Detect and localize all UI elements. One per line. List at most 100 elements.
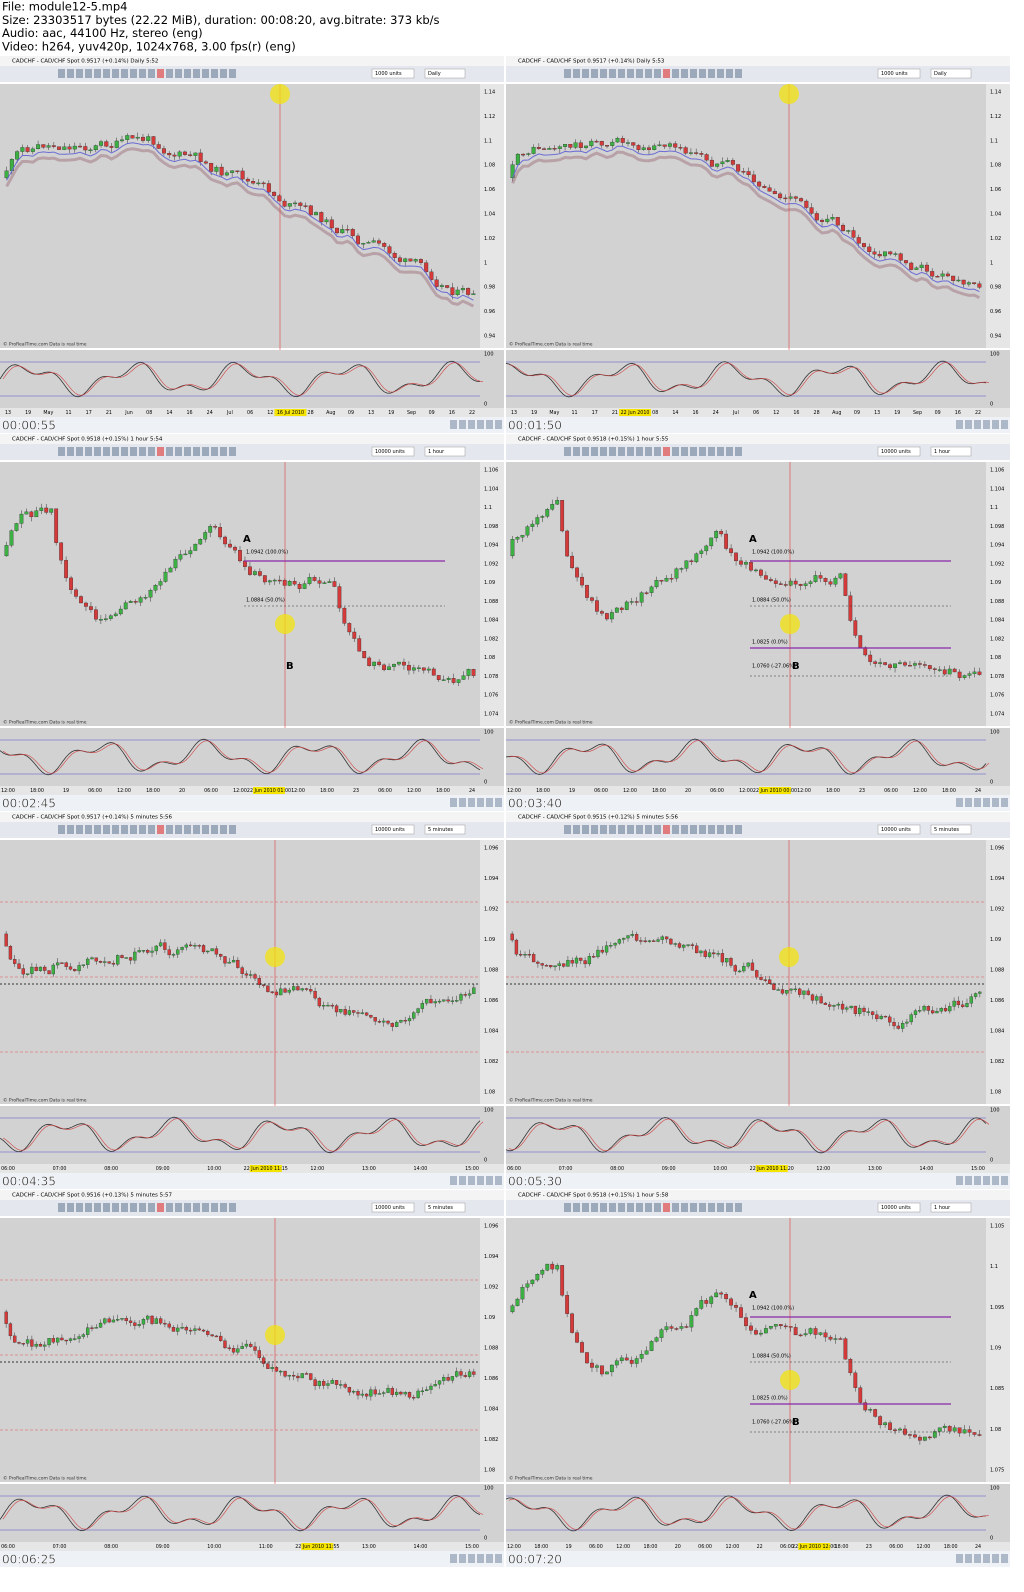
price-label: 1.1 (484, 138, 492, 144)
candle-body (872, 251, 877, 255)
candle-body (90, 1327, 94, 1329)
candle-body (98, 1322, 103, 1328)
footer-note: © ProRealTime.com Data is real time (509, 341, 593, 348)
candle-body (156, 144, 161, 149)
stoch-label: 0 (990, 780, 993, 786)
candle-body (793, 988, 797, 991)
candle-body (819, 996, 823, 1004)
zoom-icon (450, 1554, 457, 1563)
time-label: 19 (894, 410, 900, 416)
tool-icon (681, 1203, 688, 1212)
candle-body (709, 537, 714, 547)
candle-body (201, 945, 206, 953)
candle-body (340, 229, 345, 234)
candle-body (969, 996, 973, 1004)
price-label: 1.088 (990, 599, 1004, 605)
candle-body (347, 1387, 352, 1393)
period-box (424, 1202, 466, 1213)
tool-icon (654, 825, 661, 834)
candle-body (425, 1389, 429, 1392)
candle-body (214, 948, 219, 955)
stoch-k (0, 360, 481, 398)
candle-body (367, 657, 372, 666)
time-label: 20 (685, 788, 691, 794)
time-label: 14:00 (920, 1166, 934, 1172)
candle-body (825, 218, 830, 222)
candle-body (416, 1008, 420, 1013)
candle-body (307, 577, 312, 584)
time-label: 12:00 (1, 788, 15, 794)
price-label: 1.06 (990, 187, 1001, 193)
candle-body (47, 1338, 51, 1346)
time-axis (0, 408, 504, 417)
candle-body (767, 187, 772, 192)
price-label: 1.08 (990, 1090, 1001, 1096)
price-label: 1.08 (484, 163, 495, 169)
candle-body (746, 962, 750, 967)
candle-body (4, 1311, 8, 1324)
candle-body (585, 584, 589, 598)
candle-body (326, 1383, 330, 1386)
tool-icon (672, 825, 679, 834)
time-label: 12:00 (507, 1544, 521, 1550)
candle-body (213, 526, 218, 528)
candle-body (759, 1332, 763, 1335)
candle-body (189, 1329, 193, 1332)
time-label: 22 Jun 2010 12:00 (792, 1544, 836, 1550)
time-label: 09 (854, 410, 860, 416)
candle-body (24, 511, 29, 515)
window-title: CADCHF - CAD/CHF Spot 0.9516 (+0.13%) 5 … (12, 1193, 173, 1199)
candle-body (961, 1004, 965, 1007)
candle-body (660, 936, 664, 940)
title-bar (506, 56, 1010, 66)
tool-icon (193, 825, 200, 834)
time-label: 06:00 (589, 1544, 603, 1550)
tool-icon (112, 1203, 119, 1212)
candle-body (840, 1003, 845, 1010)
candle-body (386, 1388, 390, 1393)
price-label: 1.086 (990, 998, 1004, 1004)
candle-body (418, 259, 423, 263)
candle-body (158, 942, 163, 947)
candle-body (838, 573, 843, 579)
stochastic-panel (506, 728, 1010, 786)
time-label: 24 (469, 788, 475, 794)
window-title: CADCHF - CAD/CHF Spot 0.9517 (+0.14%) 5 … (12, 815, 173, 821)
price-label: 1.084 (990, 618, 1004, 624)
tool-icon (618, 447, 625, 456)
candle-body (21, 1343, 25, 1345)
tool-icon (699, 825, 706, 834)
candle-body (967, 673, 972, 676)
candle-body (943, 1008, 948, 1012)
candle-body (759, 569, 763, 576)
candle-body (171, 954, 176, 956)
price-label: 1.092 (990, 907, 1004, 913)
price-chart (0, 462, 504, 726)
candle-body (978, 991, 982, 994)
candle-body (820, 219, 825, 222)
price-label: 1.104 (990, 486, 1004, 492)
candle-body (111, 1319, 116, 1323)
candle-body (34, 510, 39, 518)
candle-body (870, 1011, 875, 1015)
candle-body (153, 585, 158, 591)
time-label: 06 (753, 410, 759, 416)
candle-body (515, 1298, 520, 1306)
candle-body (626, 935, 630, 939)
time-label: 12:00 (616, 1544, 630, 1550)
tool-icon (609, 69, 616, 78)
candle-body (128, 601, 133, 603)
price-label: 1.088 (990, 968, 1004, 974)
candle-body (93, 145, 98, 151)
fib-label: 1.0825 (0.0%) (752, 640, 788, 646)
candle-body (243, 560, 247, 567)
candle-body (138, 597, 143, 603)
tool-icon (636, 447, 643, 456)
candle-body (565, 1295, 570, 1314)
price-label: 1.074 (990, 712, 1004, 718)
candle-body (394, 1022, 399, 1027)
candle-body (206, 1330, 210, 1335)
tool-icon (708, 1203, 715, 1212)
time-label: 12:00 (623, 788, 637, 794)
stoch-d (508, 1118, 990, 1152)
